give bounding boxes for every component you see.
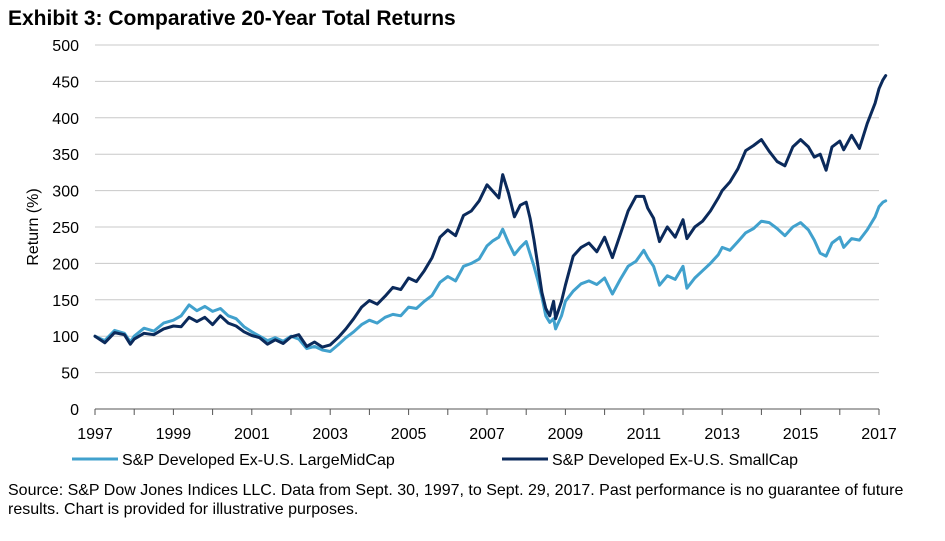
y-tick-label: 100: [52, 329, 79, 346]
y-axis-label: Return (%): [25, 188, 42, 265]
legend-label-1: S&P Developed Ex-U.S. LargeMidCap: [122, 452, 395, 469]
y-tick-label: 250: [52, 220, 79, 237]
gridlines: [95, 44, 879, 374]
y-tick-label: 150: [52, 293, 79, 310]
y-tick-label: 0: [70, 402, 79, 419]
source-note: Source: S&P Dow Jones Indices LLC. Data …: [8, 482, 904, 518]
x-tick-label: 2007: [469, 426, 505, 443]
y-tick-label: 500: [52, 38, 79, 55]
y-tick-label: 300: [52, 184, 79, 201]
series-line-2: [93, 74, 888, 349]
axes: 0 50 100 150 200 250 300 350 400 450 500 1997 1999 20…: [25, 38, 897, 443]
y-tick-label: 50: [61, 366, 79, 383]
chart-title: Exhibit 3: Comparative 20-Year Total Ret…: [8, 7, 456, 30]
x-tick-label: 2003: [312, 426, 348, 443]
x-tick-label: 1999: [156, 426, 192, 443]
legend: S&P Developed Ex-U.S. LargeMidCap S&P Dev…: [72, 452, 798, 469]
x-tick-label: 2005: [391, 426, 427, 443]
legend-label-2: S&P Developed Ex-U.S. SmallCap: [552, 452, 798, 469]
x-tick-label: 2011: [627, 426, 662, 443]
x-tick-label: 2009: [548, 426, 584, 443]
x-tick-label: 2013: [704, 426, 740, 443]
y-tick-label: 400: [52, 111, 79, 128]
series-line-1: [93, 199, 888, 353]
y-tick-label: 350: [52, 147, 79, 164]
y-tick-label: 450: [52, 74, 79, 91]
series-lines: [93, 74, 888, 353]
x-tick-label: 2015: [783, 426, 819, 443]
x-tick-label: 1997: [77, 426, 113, 443]
x-tick-label: 2001: [234, 426, 270, 443]
y-tick-label: 200: [52, 256, 79, 273]
x-tick-label: 2017: [861, 426, 897, 443]
